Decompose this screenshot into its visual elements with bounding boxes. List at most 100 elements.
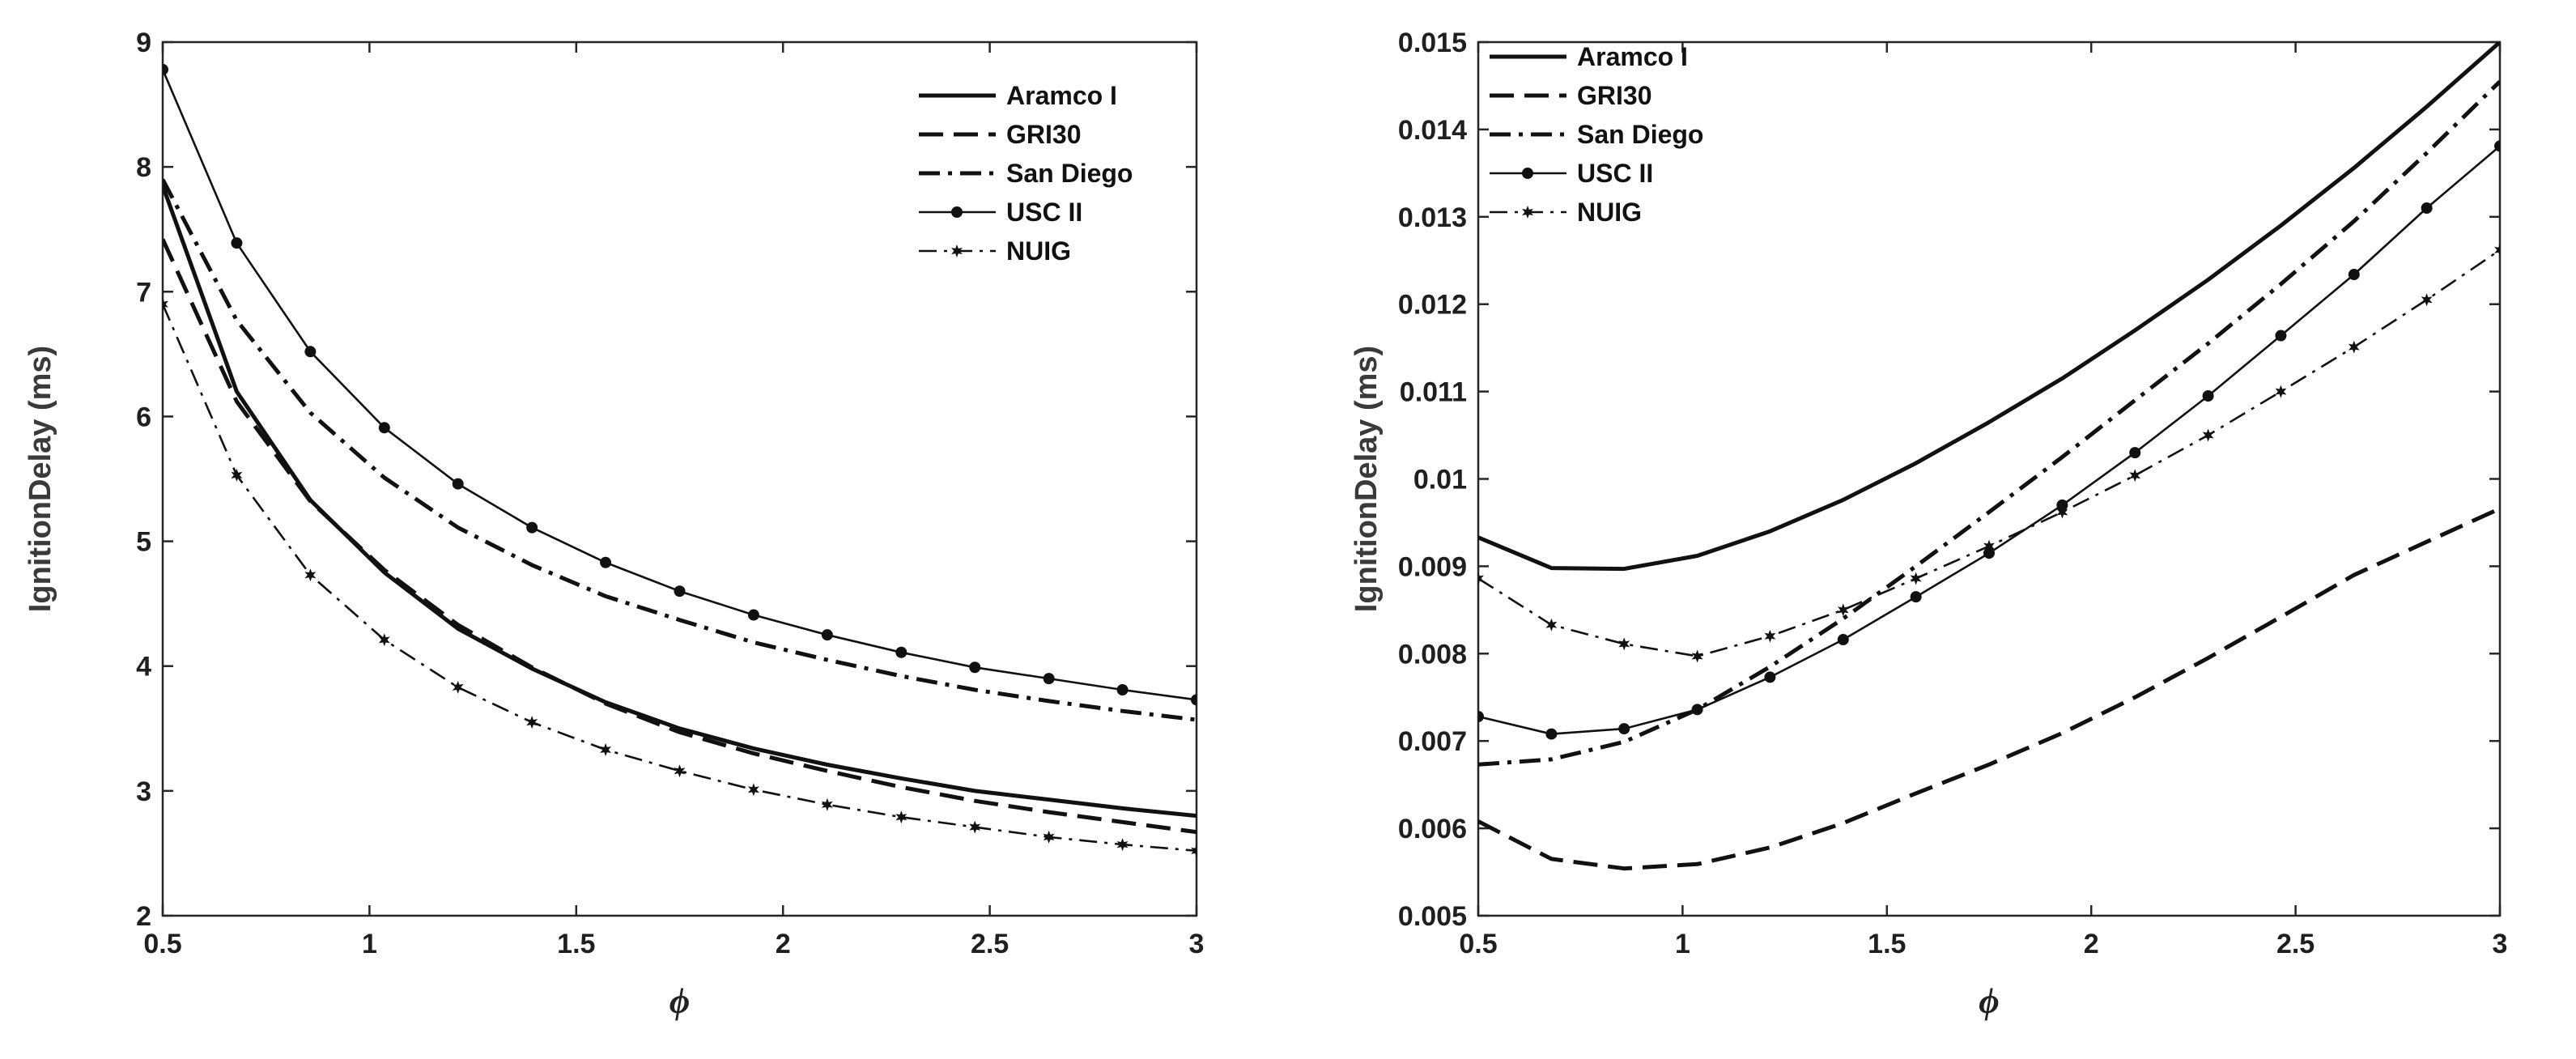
data-point-usc-ii — [2056, 499, 2068, 511]
y-tick-label: 0.011 — [1400, 377, 1467, 408]
data-point-usc-ii — [452, 478, 464, 490]
y-tick-label: 0.015 — [1398, 28, 1467, 58]
legend-marker-nuig — [951, 245, 963, 257]
legend-label-san-diego: San Diego — [1006, 159, 1133, 188]
legend-label-nuig: NUIG — [1006, 236, 1071, 266]
data-point-usc-ii — [2494, 140, 2500, 152]
series-line-san-diego — [1478, 79, 2500, 767]
x-tick-label: 3 — [1189, 929, 1205, 959]
x-tick-label: 2.5 — [2276, 929, 2315, 959]
data-point-usc-ii — [2348, 269, 2360, 281]
data-point-nuig — [231, 468, 243, 482]
x-tick-label: 1 — [1675, 929, 1690, 959]
y-tick-label: 0.005 — [1398, 901, 1467, 932]
data-point-usc-ii — [1910, 591, 1922, 603]
data-point-nuig — [1545, 618, 1558, 632]
data-point-nuig — [748, 783, 759, 797]
data-point-usc-ii — [1691, 704, 1703, 716]
data-point-usc-ii — [1191, 694, 1197, 706]
x-tick-label: 1.5 — [1868, 929, 1906, 959]
data-point-nuig — [378, 633, 390, 647]
data-point-nuig — [1043, 830, 1055, 844]
series-group — [1478, 42, 2500, 871]
x-tick-label: 2 — [776, 929, 791, 959]
y-tick-label: 0.007 — [1398, 726, 1467, 757]
data-point-usc-ii — [1545, 728, 1558, 740]
data-point-nuig — [1478, 572, 1484, 585]
series-line-nuig — [163, 304, 1197, 853]
data-point-nuig — [304, 568, 317, 582]
legend-label-usc-ii: USC II — [1577, 159, 1653, 188]
legend-label-gri30: GRI30 — [1577, 81, 1651, 110]
legend-marker-nuig — [1522, 206, 1533, 219]
legend: Aramco I GRI30 San Diego USC II NUIG — [919, 81, 1133, 266]
data-point-usc-ii — [1983, 547, 1995, 559]
y-tick-label: 0.01 — [1413, 465, 1467, 495]
x-tick-label: 2.5 — [971, 929, 1009, 959]
data-point-usc-ii — [304, 346, 317, 358]
data-point-usc-ii — [1764, 671, 1776, 683]
legend: Aramco I GRI30 San Diego USC II NUIG — [1490, 42, 1703, 227]
data-point-nuig — [1116, 838, 1129, 852]
data-point-nuig — [2421, 293, 2433, 307]
y-axis-label: IgnitionDelay (ms) — [1350, 346, 1384, 612]
data-point-usc-ii — [1837, 634, 1849, 646]
y-tick-label: 0.006 — [1398, 814, 1467, 844]
data-point-nuig — [895, 810, 908, 824]
x-tick-label: 0.5 — [1459, 929, 1497, 959]
data-point-usc-ii — [2421, 202, 2433, 215]
data-point-nuig — [674, 764, 686, 778]
data-point-nuig — [2494, 243, 2500, 257]
data-point-usc-ii — [674, 585, 686, 598]
x-tick-label: 0.5 — [143, 929, 181, 959]
series-line-gri30 — [1478, 506, 2500, 871]
data-point-usc-ii — [1618, 723, 1630, 735]
x-axis-label: ϕ — [670, 981, 690, 1021]
y-tick-label: 7 — [136, 277, 151, 308]
data-point-usc-ii — [2129, 447, 2141, 459]
data-point-nuig — [452, 680, 464, 694]
data-point-usc-ii — [231, 237, 243, 249]
series-line-gri30 — [163, 238, 1197, 835]
data-point-nuig — [1618, 637, 1630, 651]
legend-label-usc-ii: USC II — [1006, 198, 1082, 227]
data-point-usc-ii — [747, 609, 759, 621]
data-point-nuig — [969, 820, 981, 834]
data-point-usc-ii — [1043, 673, 1055, 685]
y-tick-label: 9 — [136, 28, 151, 58]
data-point-nuig — [1837, 603, 1849, 617]
data-point-usc-ii — [600, 556, 612, 568]
y-tick-label: 5 — [136, 527, 151, 558]
data-point-nuig — [2275, 385, 2287, 398]
data-point-usc-ii — [2202, 389, 2214, 402]
legend-label-aramco-i: Aramco I — [1577, 42, 1688, 71]
y-tick-label: 3 — [136, 776, 151, 807]
series-group — [163, 63, 1197, 857]
y-tick-label: 0.013 — [1398, 202, 1467, 233]
data-point-nuig — [2056, 505, 2068, 519]
y-tick-label: 4 — [136, 652, 151, 683]
data-point-usc-ii — [1116, 684, 1129, 696]
y-tick-label: 8 — [136, 152, 151, 183]
right-chart: 0.5 1 1.5 2 2.5 3 0.005 0.006 0.007 0.008 0.009 0.0… — [1350, 28, 2507, 1021]
y-tick-label: 0.008 — [1398, 639, 1467, 670]
x-tick-label: 3 — [2493, 929, 2508, 959]
y-tick-label: 0.009 — [1398, 551, 1467, 582]
x-tick-label: 2 — [2084, 929, 2099, 959]
data-point-nuig — [2129, 469, 2141, 483]
data-point-usc-ii — [821, 629, 833, 641]
y-tick-label: 0.012 — [1398, 290, 1467, 321]
data-point-usc-ii — [895, 646, 908, 658]
x-tick-label: 1 — [362, 929, 377, 959]
legend-marker-usc-ii — [951, 206, 963, 218]
y-tick-label: 2 — [136, 901, 151, 932]
data-point-nuig — [1191, 844, 1197, 857]
data-point-nuig — [1691, 649, 1703, 663]
y-axis-label: IgnitionDelay (ms) — [23, 346, 57, 612]
data-point-usc-ii — [969, 661, 981, 674]
data-point-nuig — [600, 743, 611, 756]
legend-label-nuig: NUIG — [1577, 198, 1642, 227]
data-point-nuig — [1910, 572, 1922, 585]
series-line-san-diego — [163, 178, 1197, 722]
